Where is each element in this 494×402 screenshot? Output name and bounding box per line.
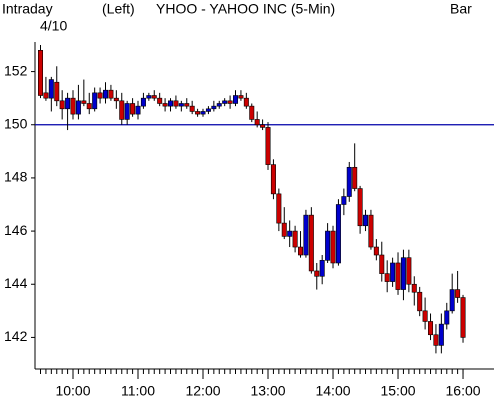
- candle-body: [173, 100, 179, 107]
- candle-body: [390, 262, 396, 282]
- y-tick-label: 146: [4, 222, 28, 238]
- y-tick-label: 148: [4, 169, 28, 185]
- x-tick-label: 14:00: [315, 383, 350, 399]
- candle-body: [276, 193, 282, 224]
- candle-body: [124, 103, 130, 120]
- candle-body: [75, 100, 81, 115]
- candle-body: [157, 97, 163, 104]
- candle-body: [411, 283, 417, 293]
- candle-body: [330, 230, 336, 264]
- header-symbol: YHOO - YAHOO INC (5-Min): [156, 1, 335, 17]
- candle-body: [433, 334, 439, 346]
- candle-body: [368, 214, 374, 248]
- candle-body: [59, 100, 65, 110]
- candle-body: [314, 270, 320, 277]
- candle-body: [65, 97, 71, 110]
- header-mode: Intraday: [2, 1, 53, 17]
- x-tick-label: 10:00: [55, 383, 90, 399]
- candle-body: [151, 95, 157, 99]
- candle-body: [108, 89, 114, 99]
- candle-body: [103, 89, 109, 99]
- candle-body: [346, 166, 352, 197]
- candle-body: [357, 188, 363, 227]
- y-tick-label: 144: [4, 275, 28, 291]
- candle-body: [379, 254, 385, 274]
- candle-body: [249, 105, 255, 120]
- candle-body: [113, 97, 119, 102]
- candle-body: [178, 103, 184, 107]
- candle-body: [444, 310, 450, 325]
- candle-body: [81, 100, 87, 104]
- candle-body: [227, 100, 233, 104]
- x-tick-label: 16:00: [446, 383, 481, 399]
- candle-body: [395, 262, 401, 290]
- candle-body: [54, 81, 60, 102]
- date-label: 4/10: [40, 18, 67, 34]
- candle-body: [417, 291, 423, 312]
- candle-body: [238, 95, 244, 99]
- candle-body: [48, 79, 54, 99]
- candle-body: [281, 222, 287, 237]
- candle-body: [211, 105, 217, 110]
- candle-body: [384, 273, 390, 282]
- candle-body: [260, 124, 266, 128]
- candle-body: [130, 103, 136, 115]
- candle-body: [303, 214, 309, 256]
- candle-body: [243, 97, 249, 107]
- candle-body: [222, 100, 228, 104]
- candle-body: [205, 108, 211, 112]
- candle-body: [265, 127, 271, 165]
- candle-body: [428, 321, 434, 336]
- candle-body: [287, 230, 293, 237]
- candle-body: [308, 214, 314, 272]
- candle-body: [455, 289, 461, 298]
- candle-body: [43, 92, 49, 99]
- candle-body: [460, 297, 466, 338]
- candle-body: [438, 323, 444, 346]
- candle-body: [373, 246, 379, 256]
- candle-body: [270, 164, 276, 195]
- candle-body: [140, 97, 146, 107]
- candle-body: [233, 95, 239, 104]
- candle-body: [406, 257, 412, 285]
- candle-body: [135, 105, 141, 115]
- candle-body: [146, 95, 152, 99]
- candle-body: [254, 119, 260, 126]
- candle-body: [325, 230, 331, 261]
- candle-body: [449, 289, 455, 312]
- candle-body: [86, 103, 92, 110]
- y-tick-label: 150: [4, 115, 28, 131]
- candle-body: [162, 103, 168, 107]
- candle-body: [195, 111, 201, 115]
- candle-body: [168, 100, 174, 107]
- candle-body: [292, 230, 298, 248]
- candle-body: [352, 166, 358, 189]
- candle-body: [422, 310, 428, 322]
- y-tick-label: 152: [4, 62, 28, 78]
- candle-body: [37, 50, 43, 96]
- candle-body: [319, 260, 325, 277]
- candle-body: [189, 105, 195, 112]
- x-tick-label: 15:00: [380, 383, 415, 399]
- candle-body: [92, 92, 98, 110]
- candle-body: [184, 103, 190, 107]
- candle-body: [335, 204, 341, 264]
- candle-body: [119, 100, 125, 120]
- candle-body: [298, 246, 304, 256]
- candle-body: [97, 92, 103, 99]
- x-tick-label: 13:00: [250, 383, 285, 399]
- candle-body: [400, 257, 406, 290]
- header-style: Bar: [450, 1, 472, 17]
- candle-body: [341, 196, 347, 205]
- candle-body: [70, 97, 76, 115]
- candle-body: [200, 111, 206, 115]
- x-tick-label: 11:00: [121, 383, 155, 399]
- x-tick-label: 12:00: [185, 383, 220, 399]
- candle-body: [363, 214, 369, 227]
- candle-body: [216, 103, 222, 107]
- y-tick-label: 142: [4, 328, 28, 344]
- header-axis: (Left): [102, 1, 135, 17]
